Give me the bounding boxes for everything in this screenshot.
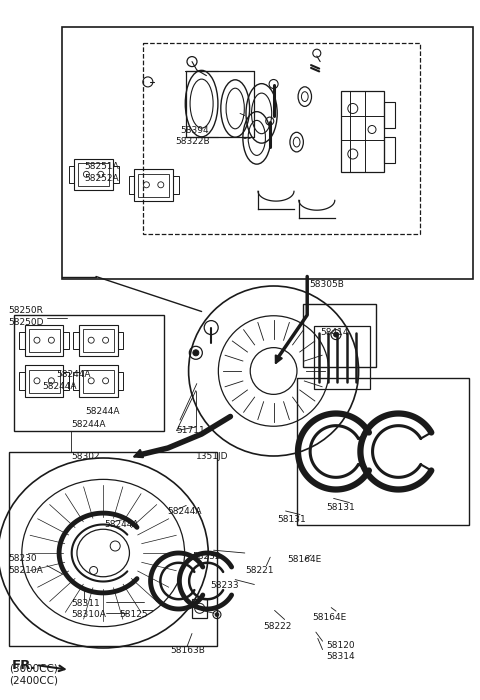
Text: 1351JD: 1351JD	[196, 452, 228, 461]
Text: 58302: 58302	[71, 452, 100, 461]
Text: 58305B: 58305B	[310, 280, 345, 289]
Bar	[83, 370, 114, 393]
Text: 58322B: 58322B	[175, 137, 210, 146]
Bar	[79, 365, 118, 397]
Bar	[129, 176, 134, 194]
Text: 58311: 58311	[71, 599, 100, 608]
Text: 58221: 58221	[245, 566, 273, 575]
Text: (3000CC): (3000CC)	[9, 664, 58, 673]
Bar	[19, 372, 25, 390]
Text: 58251A: 58251A	[84, 162, 119, 172]
Circle shape	[193, 350, 199, 356]
Bar	[29, 329, 60, 352]
Text: 58244A: 58244A	[71, 420, 106, 429]
Text: 58163B: 58163B	[170, 646, 205, 655]
Bar	[25, 365, 63, 397]
Bar	[79, 325, 118, 356]
Bar	[69, 166, 74, 183]
Bar	[62, 27, 473, 279]
Bar	[78, 163, 109, 186]
Bar	[113, 166, 119, 183]
Bar	[74, 159, 113, 190]
Text: 58232: 58232	[192, 552, 220, 561]
Bar	[19, 332, 25, 349]
Bar	[173, 176, 179, 194]
Text: 58314: 58314	[326, 652, 355, 662]
Bar	[9, 452, 217, 646]
Text: 58125: 58125	[119, 610, 148, 620]
Text: 58250D: 58250D	[9, 318, 44, 327]
Text: 58233: 58233	[210, 581, 239, 590]
Text: 58131: 58131	[277, 515, 306, 524]
Bar	[14, 315, 164, 430]
Bar	[138, 174, 169, 197]
Text: 58244A: 58244A	[167, 507, 202, 516]
Bar	[384, 136, 395, 163]
Text: 58244A: 58244A	[85, 407, 120, 416]
Bar	[314, 326, 370, 388]
Text: 58222: 58222	[263, 622, 291, 631]
Text: 58244A: 58244A	[57, 370, 91, 379]
Bar	[29, 370, 60, 393]
Text: 58131: 58131	[326, 503, 355, 512]
Text: 58394: 58394	[180, 126, 209, 135]
Text: (2400CC): (2400CC)	[9, 676, 58, 685]
Circle shape	[215, 612, 219, 617]
Text: 58414: 58414	[321, 328, 349, 337]
Text: 58164E: 58164E	[312, 612, 346, 622]
Circle shape	[334, 332, 338, 337]
Text: 58164E: 58164E	[287, 555, 321, 564]
Text: 58210A: 58210A	[9, 566, 43, 575]
Bar	[63, 372, 69, 390]
Bar	[134, 169, 173, 201]
Text: 58250R: 58250R	[9, 306, 44, 315]
Bar	[118, 332, 123, 349]
Bar	[73, 332, 79, 349]
Bar	[73, 372, 79, 390]
Bar	[83, 329, 114, 352]
Bar	[192, 598, 207, 618]
Text: 58120: 58120	[326, 641, 355, 650]
Bar	[341, 91, 384, 172]
Bar	[143, 43, 420, 234]
Text: 58244A: 58244A	[42, 382, 77, 391]
Text: 58230: 58230	[9, 554, 37, 564]
Bar	[303, 304, 376, 367]
Text: 58244A: 58244A	[105, 520, 139, 529]
Bar	[384, 102, 395, 128]
Bar	[63, 332, 69, 349]
Text: 58310A: 58310A	[71, 610, 106, 620]
Bar	[25, 325, 63, 356]
Text: 58252A: 58252A	[84, 174, 119, 183]
Text: FR.: FR.	[12, 659, 37, 673]
Text: 51711: 51711	[177, 426, 205, 435]
Bar	[118, 372, 123, 390]
Bar	[297, 378, 469, 525]
